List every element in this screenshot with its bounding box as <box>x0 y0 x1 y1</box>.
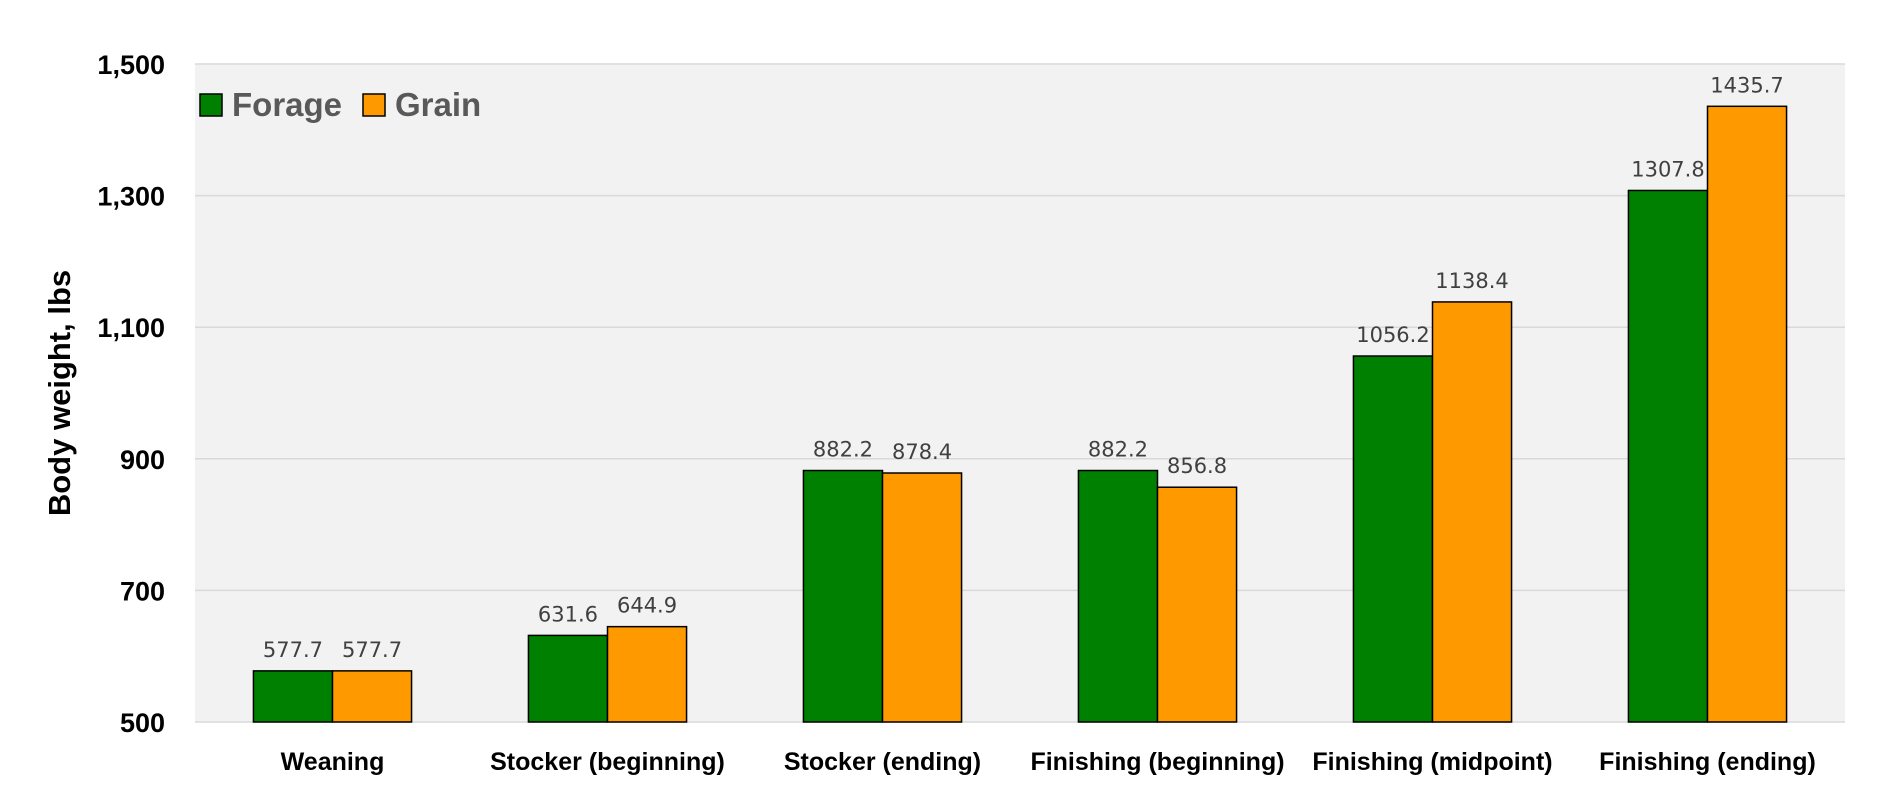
legend-swatch-grain <box>362 93 386 117</box>
bar-grain <box>606 625 688 723</box>
data-label-grain: 644.9 <box>617 594 677 618</box>
bar-forage <box>1077 469 1159 723</box>
x-tick-label: Stocker (beginning) <box>490 748 725 776</box>
x-axis: Weaning Stocker (beginning) Stocker (endin… <box>281 748 1816 776</box>
data-label-forage: 577.7 <box>263 638 323 662</box>
x-tick-label: Finishing (midpoint) <box>1312 748 1552 776</box>
bar-forage <box>802 469 884 723</box>
y-axis: 500 700 900 1,100 1,300 1,500 <box>97 50 165 738</box>
data-label-grain: 1435.7 <box>1710 73 1783 97</box>
bar-forage <box>527 634 609 723</box>
bar-grain <box>881 472 963 723</box>
data-label-grain: 856.8 <box>1167 454 1227 478</box>
data-labels: 577.7 577.7 631.6 644.9 882.2 878.4 882.2 856.8… <box>263 73 1784 662</box>
y-axis-title: Body weight, lbs <box>42 270 77 516</box>
bar-grain <box>1156 486 1238 723</box>
y-tick-label: 1,500 <box>97 50 165 80</box>
legend: Forage Grain <box>199 86 481 123</box>
bar-grain <box>1706 105 1788 723</box>
data-label-grain: 1138.4 <box>1435 269 1508 293</box>
x-tick-label: Weaning <box>281 748 385 776</box>
bar-forage <box>1352 355 1434 723</box>
data-label-grain: 577.7 <box>342 638 402 662</box>
y-tick-label: 900 <box>120 445 165 475</box>
x-tick-label: Finishing (beginning) <box>1030 748 1284 776</box>
legend-swatch-forage <box>199 93 223 117</box>
bar-forage <box>252 670 334 723</box>
plot-area <box>195 64 1845 722</box>
bar-forage <box>1627 189 1709 723</box>
data-label-forage: 882.2 <box>1088 438 1148 462</box>
bar-grain <box>1431 301 1513 723</box>
data-label-forage: 1056.2 <box>1356 323 1429 347</box>
legend-label-forage: Forage <box>232 86 342 123</box>
x-tick-label: Finishing (ending) <box>1599 748 1816 776</box>
y-tick-label: 500 <box>120 708 165 738</box>
y-tick-label: 1,100 <box>97 313 165 343</box>
legend-label-grain: Grain <box>395 86 481 123</box>
gridlines <box>195 63 1845 723</box>
data-label-forage: 631.6 <box>538 602 598 626</box>
data-label-forage: 882.2 <box>813 438 873 462</box>
data-label-forage: 1307.8 <box>1631 157 1704 181</box>
y-tick-label: 700 <box>120 576 165 606</box>
data-label-grain: 878.4 <box>892 440 952 464</box>
x-tick-label: Stocker (ending) <box>784 748 981 776</box>
bar-grain <box>331 670 413 723</box>
bars <box>252 105 1788 723</box>
y-tick-label: 1,300 <box>97 182 165 212</box>
